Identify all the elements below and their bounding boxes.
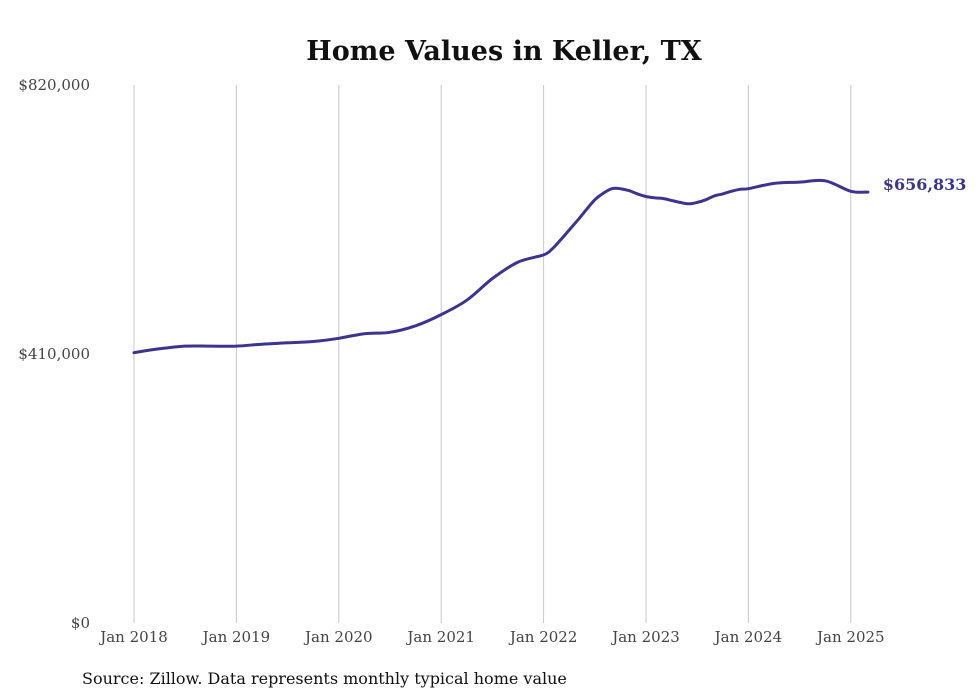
x-tick-label: Jan 2021 bbox=[405, 628, 475, 646]
end-value-label: $656,833 bbox=[883, 175, 967, 194]
x-tick-label: Jan 2018 bbox=[98, 628, 168, 646]
x-tick-label: Jan 2023 bbox=[610, 628, 680, 646]
y-tick-label: $410,000 bbox=[18, 345, 90, 363]
x-tick-label: Jan 2022 bbox=[508, 628, 578, 646]
y-axis: $0 $410,000 $820,000 bbox=[18, 76, 90, 632]
source-note: Source: Zillow. Data represents monthly … bbox=[82, 669, 567, 688]
x-tick-label: Jan 2025 bbox=[815, 628, 885, 646]
series-group: $656,833 bbox=[132, 175, 967, 355]
y-tick-label: $0 bbox=[71, 614, 90, 632]
x-tick-label: Jan 2024 bbox=[713, 628, 783, 646]
x-axis: Jan 2018 Jan 2019 Jan 2020 Jan 2021 Jan 2022… bbox=[98, 628, 884, 646]
chart-title: Home Values in Keller, TX bbox=[306, 36, 701, 67]
gridlines bbox=[133, 85, 852, 623]
y-tick-label: $820,000 bbox=[18, 76, 90, 94]
x-tick-label: Jan 2019 bbox=[201, 628, 271, 646]
x-tick-label: Jan 2020 bbox=[303, 628, 373, 646]
series-line bbox=[132, 178, 870, 355]
